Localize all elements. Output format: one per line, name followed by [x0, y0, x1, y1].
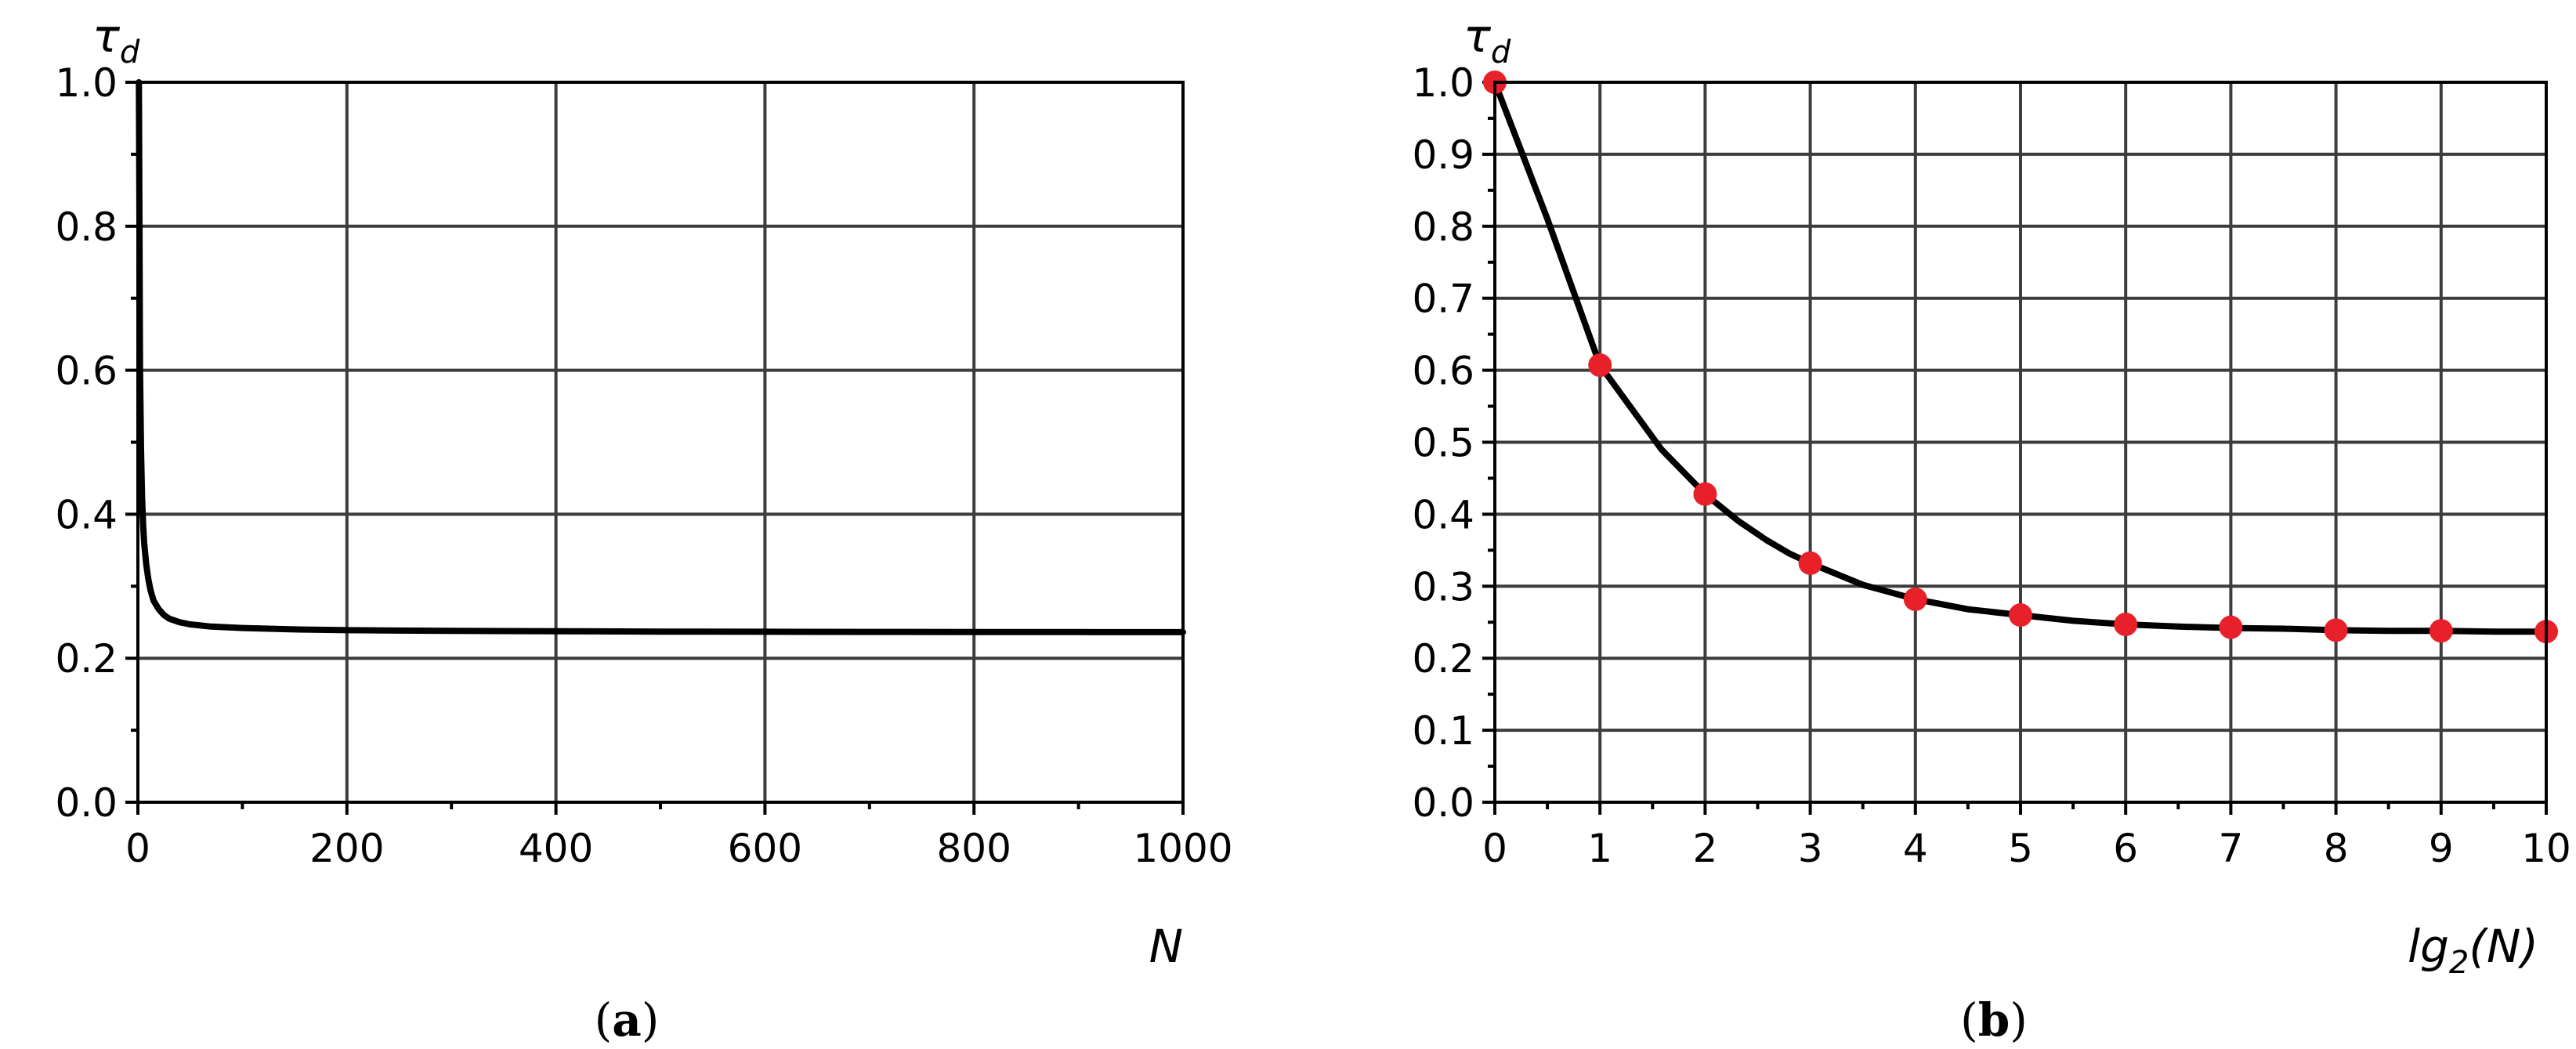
panel-a-caption: (a): [595, 993, 660, 1047]
panel-b-xtick-label: 0: [1482, 826, 1507, 871]
panel-b-xtick-label: 5: [2008, 826, 2033, 871]
panel-a-ytick-label: 1.0: [55, 60, 118, 106]
panel-b-data-point: [2009, 603, 2032, 628]
panel-b-data-point: [1903, 587, 1927, 611]
panel-b-xlabel: lg2(N): [2408, 920, 2538, 981]
panel-b-markers: [1483, 71, 2558, 644]
panel-b-frame: [1493, 81, 2548, 804]
panel-b-ylabel: τd: [1463, 9, 1511, 71]
panel-b-xtick-label: 7: [2218, 826, 2243, 871]
panel-b-ytick-label: 0.5: [1412, 421, 1474, 466]
panel-a-ytick-label: 0.8: [55, 204, 118, 250]
panel-a-ylabel: τd: [92, 9, 140, 71]
panel-a-ytick-label: 0.4: [55, 492, 118, 537]
panel-a-labels: 0 200 400 600 800 1000 0.0 0.2 0.4 0.6 0.8 1.0: [55, 60, 1232, 871]
panel-b-ytick-label: 0.0: [1412, 780, 1474, 826]
panel-a-xtick-label: 600: [728, 826, 802, 871]
panel-b-ticks: [1482, 81, 2548, 815]
panel-b-ytick-label: 0.3: [1412, 564, 1474, 610]
panel-b-ytick-label: 0.2: [1412, 636, 1474, 682]
panel-b-chart: 0 1 2 3 4 5 6 7 8 9 10 0.0 0.1 0.2 0.3 0.4 0.5 0.6 0.7 0.8 0…: [1412, 9, 2571, 1047]
panel-b-labels: 0 1 2 3 4 5 6 7 8 9 10 0.0 0.1 0.2 0.3 0.4 0.5 0.6 0.7 0.8 0…: [1412, 60, 2571, 871]
panel-b-ytick-label: 0.6: [1412, 349, 1474, 394]
panel-b-series-line: [1492, 79, 2549, 635]
panel-b-data-point: [1798, 551, 1822, 575]
panel-b-xtick-label: 4: [1903, 826, 1928, 871]
panel-b-xtick-label: 2: [1692, 826, 1717, 871]
panel-b-data-point: [2219, 615, 2243, 639]
panel-b-data-point: [2324, 618, 2348, 642]
panel-b-xtick-label: 3: [1798, 826, 1823, 871]
panel-b-data-point: [1588, 353, 1612, 378]
panel-a-series-line: [136, 79, 1186, 635]
panel-a-xtick-label: 800: [936, 826, 1011, 871]
panel-b-xtick-label: 9: [2429, 826, 2454, 871]
panel-a-xtick-label: 400: [519, 826, 593, 871]
panel-a-xtick-label: 0: [125, 826, 150, 871]
panel-b-xtick-label: 1: [1587, 826, 1612, 871]
panel-b-data-point: [2114, 613, 2138, 637]
panel-b-ytick-label: 0.9: [1412, 132, 1474, 178]
panel-b-data-point: [2429, 619, 2453, 643]
panel-b-ytick-label: 0.4: [1412, 492, 1474, 537]
panel-b-xtick-label: 8: [2324, 826, 2349, 871]
panel-b-xtick-label: 6: [2113, 826, 2138, 871]
panel-b-ytick-label: 0.7: [1412, 277, 1474, 322]
panel-b-caption: (b): [1960, 993, 2028, 1047]
panel-a-ytick-label: 0.6: [55, 349, 118, 394]
panel-a-ticks: [125, 81, 1185, 815]
panel-a-series: [136, 79, 1186, 635]
panel-a-ytick-label: 0.0: [55, 780, 118, 826]
panel-a-xtick-label: 1000: [1133, 826, 1232, 871]
panel-b-ytick-label: 0.8: [1412, 204, 1474, 250]
panel-a-grid: [136, 81, 1185, 804]
panel-a-chart: 0 200 400 600 800 1000 0.0 0.2 0.4 0.6 0.8 1.0 τd N…: [55, 9, 1232, 1047]
panel-b-ytick-label: 0.1: [1412, 708, 1474, 754]
panel-a-xlabel: N: [1149, 920, 1183, 973]
panel-b-data-point: [1693, 482, 1717, 506]
panel-a-frame: [136, 81, 1185, 804]
panel-a-xtick-label: 200: [309, 826, 384, 871]
panel-a-ytick-label: 0.2: [55, 636, 118, 682]
panel-b-ytick-label: 1.0: [1412, 60, 1474, 106]
panel-b-series: [1492, 79, 2549, 635]
panel-b-xtick-label: 10: [2521, 826, 2571, 871]
